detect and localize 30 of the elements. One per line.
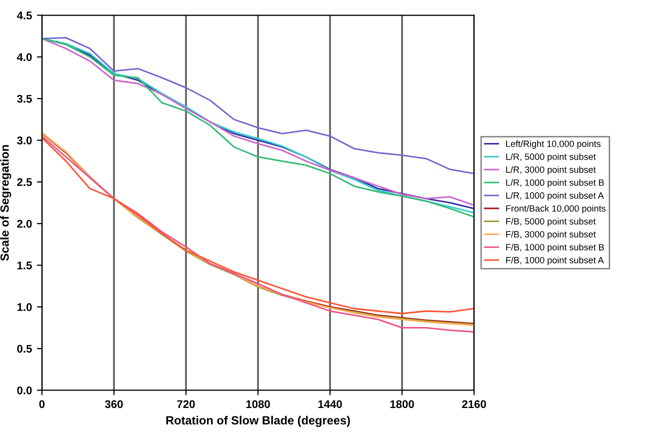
legend-label: Front/Back 10,000 points [506, 204, 606, 214]
y-tick-label: 4.0 [16, 53, 32, 62]
legend-label: L/R, 5000 point subset [506, 153, 596, 162]
x-tick-label: 2160 [462, 400, 486, 408]
legend-label: F/B, 3000 point subset [506, 230, 596, 240]
y-tick-label: 3.0 [17, 136, 32, 144]
x-tick-label: 1440 [318, 400, 342, 408]
legend-label: F/B, 1000 point subset A [506, 256, 604, 266]
y-tick-label: 4.5 [16, 12, 32, 20]
y-tick-label: 3.5 [17, 94, 32, 103]
legend-label: F/B, 5000 point subset [506, 218, 596, 226]
legend-label: L/R, 1000 point subset B [506, 179, 604, 188]
x-tick-label: 1800 [390, 400, 414, 408]
x-tick-label: 360 [104, 400, 123, 408]
line-series [42, 36, 474, 174]
x-tick-label: 1080 [246, 400, 270, 408]
legend-label: F/B, 1000 point subset B [506, 244, 604, 252]
y-tick-label: 0.5 [17, 344, 32, 353]
y-tick-label: 0.0 [17, 386, 32, 394]
x-axis-title: Rotation of Slow Blade (degrees) [166, 416, 350, 427]
y-tick-label: 2.0 [17, 220, 32, 228]
legend-label: L/R, 1000 point subset A [506, 192, 604, 200]
legend-label: L/R, 3000 point subset [506, 166, 596, 175]
y-tick-label: 2.5 [17, 178, 32, 186]
x-tick-label: 720 [177, 400, 195, 408]
x-tick-label: 0 [39, 400, 45, 408]
legend-label: Left/Right 10,000 points [506, 140, 601, 149]
y-tick-label: 1.0 [17, 303, 32, 312]
y-axis-title: Scale of Segregation [0, 145, 12, 261]
y-tick-label: 1.5 [17, 262, 32, 270]
